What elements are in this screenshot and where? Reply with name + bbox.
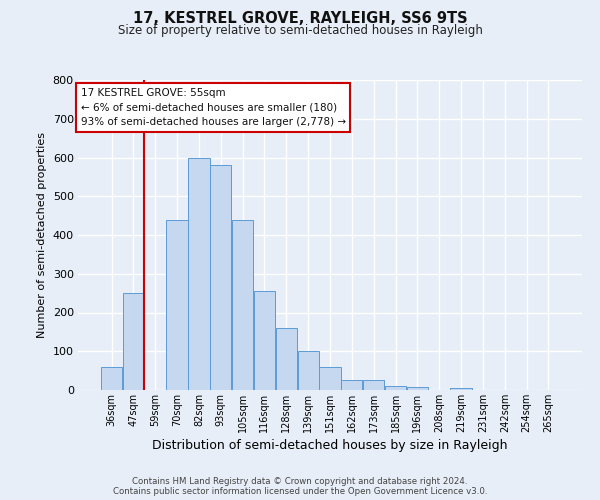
- Bar: [188, 158, 209, 390]
- Bar: [319, 367, 341, 390]
- Bar: [123, 293, 144, 390]
- Bar: [254, 291, 275, 390]
- Text: Contains HM Land Registry data © Crown copyright and database right 2024.: Contains HM Land Registry data © Crown c…: [132, 477, 468, 486]
- Bar: [298, 351, 319, 390]
- Bar: [341, 380, 362, 390]
- Bar: [363, 380, 384, 390]
- Bar: [166, 220, 188, 390]
- Text: 17, KESTREL GROVE, RAYLEIGH, SS6 9TS: 17, KESTREL GROVE, RAYLEIGH, SS6 9TS: [133, 11, 467, 26]
- Bar: [385, 386, 406, 390]
- Text: 17 KESTREL GROVE: 55sqm
← 6% of semi-detached houses are smaller (180)
93% of se: 17 KESTREL GROVE: 55sqm ← 6% of semi-det…: [80, 88, 346, 128]
- Bar: [210, 165, 232, 390]
- Bar: [276, 328, 297, 390]
- Bar: [451, 388, 472, 390]
- Bar: [101, 367, 122, 390]
- Text: Size of property relative to semi-detached houses in Rayleigh: Size of property relative to semi-detach…: [118, 24, 482, 37]
- Bar: [232, 220, 253, 390]
- Text: Contains public sector information licensed under the Open Government Licence v3: Contains public sector information licen…: [113, 487, 487, 496]
- Bar: [407, 387, 428, 390]
- X-axis label: Distribution of semi-detached houses by size in Rayleigh: Distribution of semi-detached houses by …: [152, 439, 508, 452]
- Y-axis label: Number of semi-detached properties: Number of semi-detached properties: [37, 132, 47, 338]
